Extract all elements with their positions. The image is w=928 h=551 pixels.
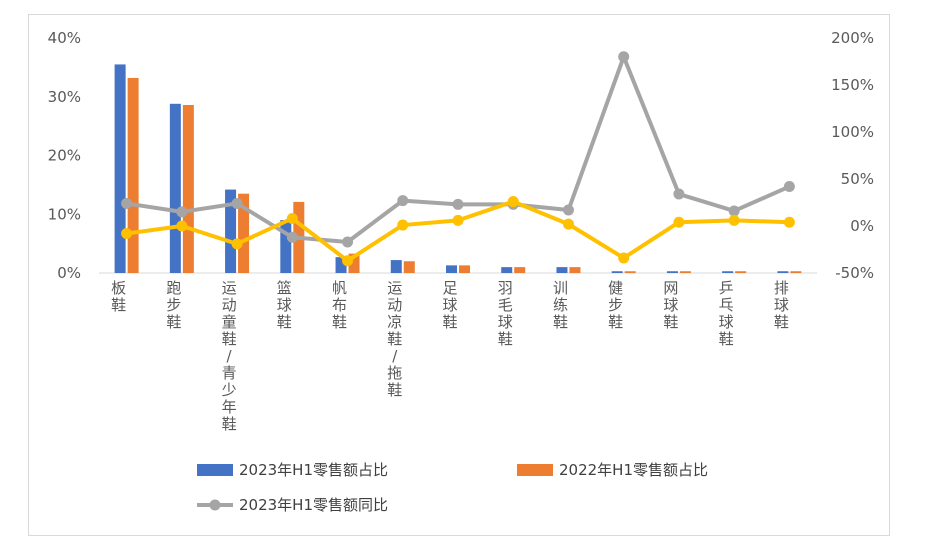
bar [501,267,513,273]
bar [403,261,415,273]
bar [679,271,691,273]
bar [225,189,237,273]
category-label: 排球鞋 [774,279,789,331]
bar [459,265,470,273]
line-point [397,195,409,207]
line-point [286,231,298,243]
bar [335,257,347,273]
line-point [176,206,188,218]
right-tick-label: 150% [831,76,874,94]
combo-chart: 0% 10% 20% 30% 40% -50% 0% 50% 100% 150% 200% 板鞋 跑… [48,29,874,514]
right-tick-label: 0% [850,217,874,235]
line-point [452,214,464,226]
bar [569,267,581,273]
right-tick-label: 50% [841,170,874,188]
bar [114,64,126,273]
category-label: 运动童鞋/青少年鞋 [222,279,237,433]
line-point [673,188,685,200]
right-tick-label: 100% [831,123,874,141]
right-tick-label: 200% [831,29,874,47]
bar [169,103,181,273]
right-tick-label: -50% [835,264,874,282]
bar [624,271,636,273]
category-label: 乒乓球鞋 [719,279,734,348]
line-point [673,216,685,228]
bar [127,77,139,273]
line-point [452,198,464,210]
left-tick-label: 0% [57,264,81,282]
left-tick-label: 20% [48,147,81,165]
legend-label: 2022年H1零售额占比 [559,461,708,479]
bar [280,220,292,273]
bar [666,271,678,273]
category-label: 篮球鞋 [277,279,292,331]
line-point [231,197,243,209]
line-series [121,51,795,267]
bar [790,271,802,273]
legend-swatch [209,499,221,511]
bar [777,271,789,273]
line-point [342,236,354,248]
line-point [121,228,133,240]
line-point [562,218,574,230]
legend-swatch [517,464,553,476]
category-label: 羽毛球鞋 [498,279,513,348]
legend-label: 2023年H1零售额同比 [239,496,388,514]
line-point [286,212,298,224]
line-point [342,255,354,267]
line-point [728,214,740,226]
category-label: 板鞋 [111,279,126,314]
chart-frame: 0% 10% 20% 30% 40% -50% 0% 50% 100% 150% 200% 板鞋 跑… [28,14,890,536]
line-point [783,216,795,228]
left-axis-ticks: 0% 10% 20% 30% 40% [48,29,81,282]
bar [722,271,734,273]
legend-label: 2023年H1零售额占比 [239,461,388,479]
legend-swatch [197,464,233,476]
line-point [121,197,133,209]
bar [182,104,194,273]
bar-series [114,64,802,273]
category-labels: 板鞋 跑步鞋 运动童鞋/青少年鞋 篮球鞋 帆布鞋 运动凉鞋/拖鞋 足球鞋 羽毛球鞋 训练鞋 健步鞋… [111,279,789,433]
left-tick-label: 10% [48,205,81,223]
line-point [176,220,188,232]
left-tick-label: 40% [48,29,81,47]
bar [446,265,457,273]
line-point [562,204,574,216]
legend: 2023年H1零售额占比 2022年H1零售额占比 2023年H1零售额同比 [197,461,708,514]
line-point [507,196,519,208]
bar [556,267,568,273]
category-label: 健步鞋 [608,279,623,331]
line-point [783,181,795,193]
bar [348,253,360,273]
left-tick-label: 30% [48,88,81,106]
bar [238,193,250,273]
category-label: 足球鞋 [442,279,457,331]
line-point [231,238,243,250]
bar [390,260,402,273]
category-label: 运动凉鞋/拖鞋 [387,279,402,399]
line-point [728,205,740,217]
category-label: 帆布鞋 [332,279,347,331]
bar [514,267,526,273]
right-axis-ticks: -50% 0% 50% 100% 150% 200% [831,29,874,282]
bar [735,271,747,273]
line-point [618,51,630,63]
bar [611,271,623,273]
category-label: 网球鞋 [663,279,678,331]
line-point [618,252,630,264]
line-point [397,219,409,231]
category-label: 跑步鞋 [166,279,181,331]
category-label: 训练鞋 [553,279,568,331]
